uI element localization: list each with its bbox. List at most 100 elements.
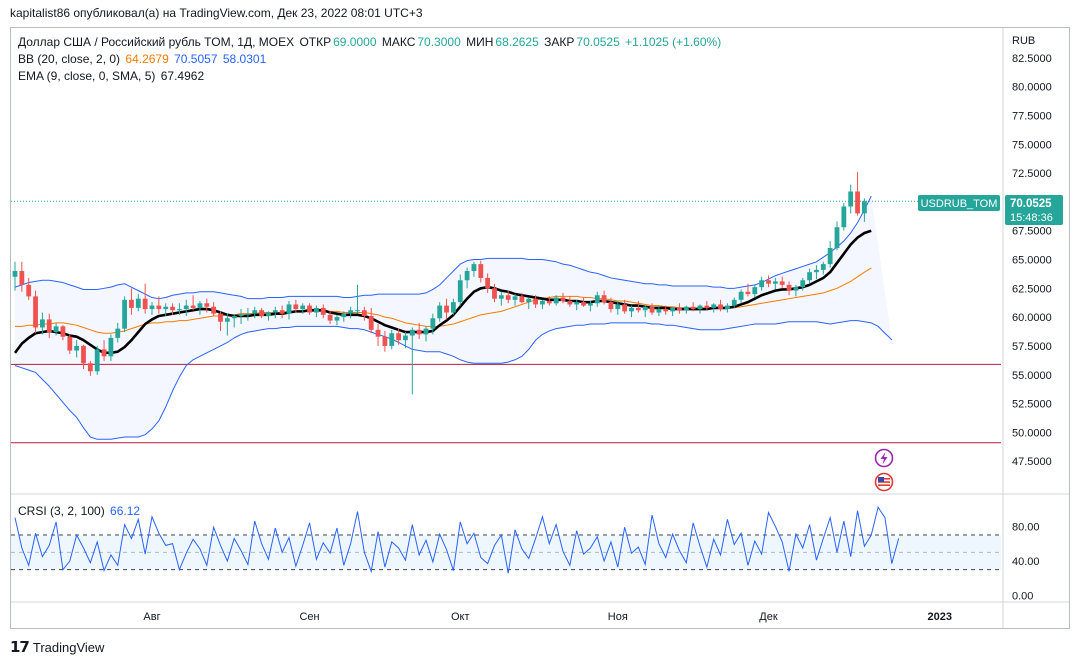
candle: [546, 296, 552, 306]
x-tick-label: 2023: [928, 611, 952, 623]
x-tick-label: Окт: [451, 611, 470, 623]
candle: [615, 300, 621, 315]
crsi-tick-label: 0.00: [1012, 591, 1033, 603]
lightning-icon[interactable]: [874, 448, 894, 468]
y-tick-label: 67.5000: [1012, 226, 1052, 238]
candle: [33, 290, 38, 334]
price-badge-value: 70.0525: [1010, 198, 1052, 210]
candle: [94, 345, 100, 375]
candle: [341, 311, 347, 322]
legend-close-value: 70.0525: [576, 35, 620, 49]
candle: [635, 300, 641, 313]
candle: [588, 300, 593, 312]
candle: [156, 296, 162, 314]
legend-ema: EMA (9, close, 0, SMA, 5) 67.4962: [18, 69, 206, 83]
y-tick-label: 77.5000: [1012, 110, 1052, 122]
x-tick-label: Дек: [759, 611, 778, 623]
candle: [314, 305, 319, 318]
tradingview-brand[interactable]: 𝟭𝟳 TradingView: [10, 638, 104, 656]
candle: [396, 328, 401, 345]
candle: [519, 292, 525, 304]
symbol-badge-bg: [918, 195, 1000, 211]
candle: [389, 329, 395, 350]
legend-bb-basis: 64.2679: [125, 52, 169, 66]
candle: [183, 299, 189, 316]
candle: [26, 277, 32, 300]
tradingview-logo-icon: 𝟭𝟳: [10, 639, 30, 656]
candle: [252, 306, 258, 319]
candle: [711, 303, 717, 313]
candle: [300, 303, 306, 314]
candle: [608, 297, 614, 313]
bb-lower-line: [14, 320, 893, 440]
y-tick-label: 62.5000: [1012, 283, 1052, 295]
legend-ema-value: 67.4962: [160, 69, 205, 83]
candle: [492, 283, 497, 303]
candle: [224, 313, 230, 336]
candle: [820, 261, 826, 275]
legend-bb-label: BB (20, close, 2, 0): [18, 52, 121, 66]
candle: [745, 283, 751, 297]
candle: [471, 261, 477, 277]
candle: [862, 198, 867, 222]
candle: [505, 290, 511, 304]
candle: [259, 307, 264, 319]
candle: [74, 340, 80, 358]
candle: [629, 305, 634, 318]
y-tick-label: 52.5000: [1012, 399, 1052, 411]
candle: [649, 303, 655, 315]
candle: [540, 299, 545, 310]
candle: [814, 265, 819, 280]
legend-low-value: 68.2625: [495, 35, 539, 49]
candle: [512, 294, 518, 306]
candle: [622, 299, 628, 314]
candle: [697, 304, 703, 314]
candle: [677, 303, 682, 314]
legend-crsi: CRSI (3, 2, 100) 66.12: [18, 504, 142, 518]
chart-frame: [10, 27, 1070, 629]
legend-open-label: ОТКР: [299, 35, 332, 49]
y-tick-label: 75.0000: [1012, 139, 1052, 151]
candle: [40, 312, 45, 335]
legend-crsi-label: CRSI (3, 2, 100): [18, 504, 105, 518]
candle: [567, 296, 573, 307]
candle: [663, 305, 669, 315]
y-tick-label: 65.0000: [1012, 255, 1052, 267]
candle: [690, 302, 696, 312]
candle: [266, 311, 271, 321]
last-price-badge: USDRUB_TOM 70.0525 15:48:36: [918, 195, 1063, 225]
y-tick-label: 50.0000: [1012, 427, 1052, 439]
candle: [800, 277, 806, 291]
candle: [122, 296, 127, 333]
candle: [327, 311, 333, 325]
candle: [416, 322, 422, 340]
candle: [594, 291, 600, 307]
candle: [375, 324, 381, 346]
candle: [793, 284, 799, 297]
legend-high-label: МАКС: [381, 35, 416, 49]
candle: [87, 360, 93, 376]
candle: [293, 299, 299, 313]
legend-close-label: ЗАКР: [544, 35, 575, 49]
y-tick-label: 57.5000: [1012, 341, 1052, 353]
candle: [355, 284, 360, 314]
crsi-tick-label: 80.00: [1012, 521, 1040, 533]
legend-crsi-value: 66.12: [110, 504, 141, 518]
crsi-line: [14, 506, 900, 574]
candle: [46, 313, 52, 338]
candle: [409, 327, 415, 395]
legend-bb-upper: 70.5057: [174, 52, 218, 66]
us-flag-event-icon[interactable]: [874, 472, 894, 492]
candle: [841, 203, 847, 231]
candle: [560, 292, 566, 304]
x-tick-label: Ноя: [608, 611, 628, 623]
legend-ohlc: Доллар США / Российский рубль TOM, 1Д, M…: [18, 35, 723, 49]
y-tick-label: 47.5000: [1012, 456, 1052, 468]
candle: [403, 332, 408, 349]
candle: [368, 307, 374, 334]
candle: [101, 340, 107, 361]
candle: [67, 334, 73, 355]
candle: [279, 305, 285, 319]
symbol-badge-text: USDRUB_TOM: [921, 198, 998, 210]
